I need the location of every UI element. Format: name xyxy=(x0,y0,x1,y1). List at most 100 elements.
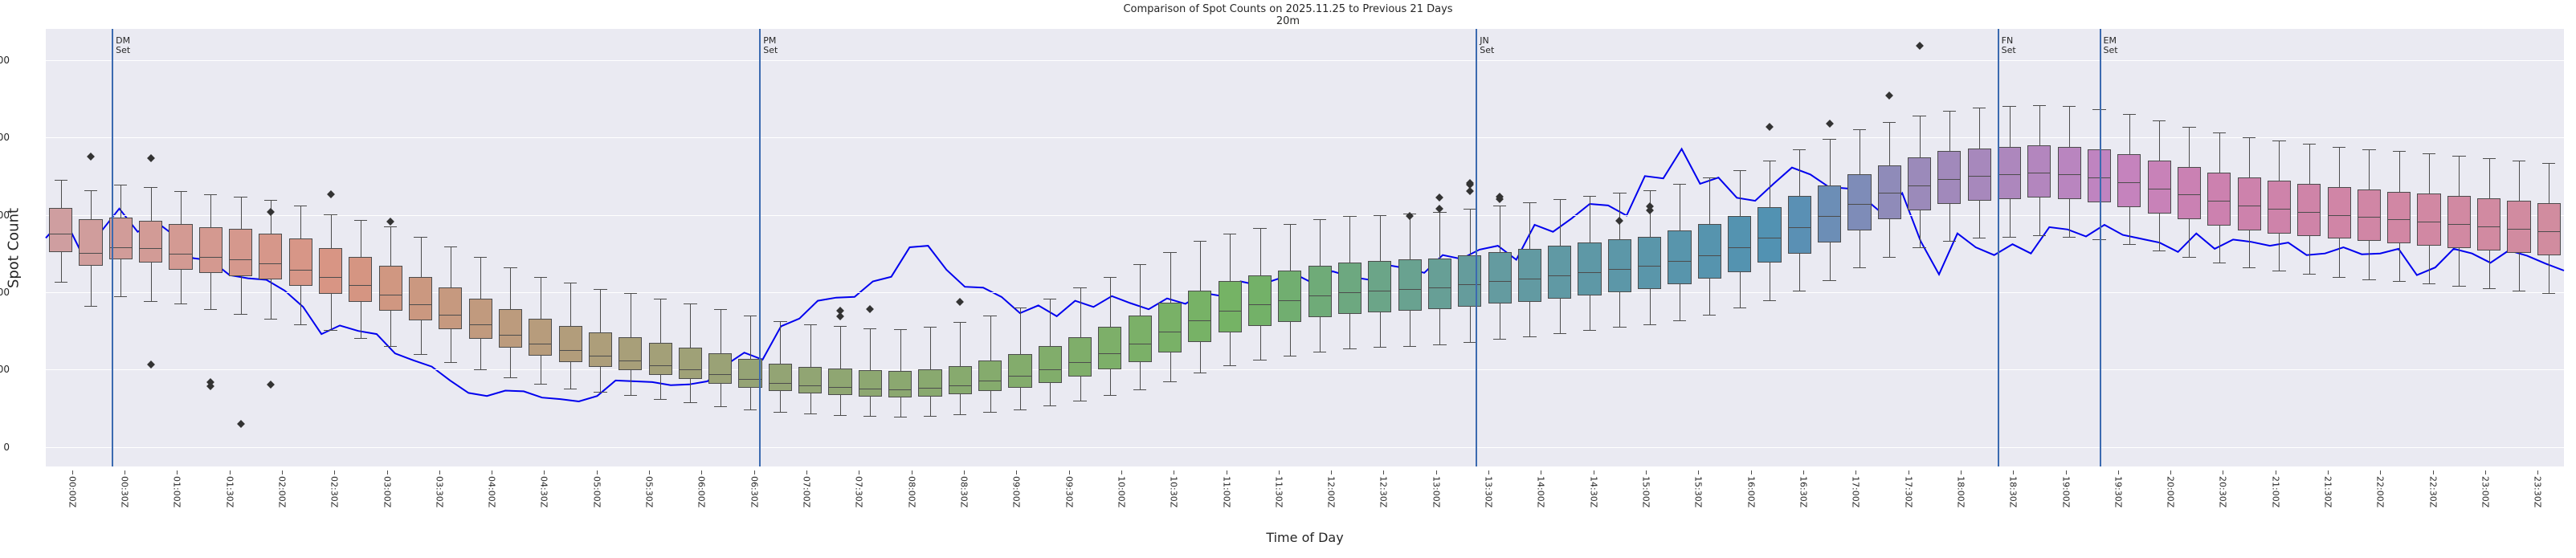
box-median xyxy=(828,386,852,388)
box-median xyxy=(1337,291,1362,293)
box-median xyxy=(1278,299,1302,301)
whisker-cap xyxy=(1013,409,1027,410)
whisker-cap xyxy=(1492,338,1507,340)
box-plot-box xyxy=(2417,193,2441,246)
x-tick-label-text: 01:30Z xyxy=(224,476,235,508)
whisker-cap xyxy=(324,214,337,215)
x-tick-label-text: 11:30Z xyxy=(1273,476,1284,508)
x-tick-label-text: 17:30Z xyxy=(1903,476,1914,508)
box-plot-box xyxy=(2507,201,2531,253)
box-median xyxy=(2177,194,2202,196)
whisker-cap xyxy=(2392,151,2406,153)
box-median xyxy=(259,263,283,265)
box-plot-box xyxy=(1638,236,1662,290)
box-plot-box xyxy=(79,219,103,267)
x-tick-label-text: 16:00Z xyxy=(1745,476,1757,508)
whisker-cap xyxy=(623,292,637,294)
whisker-cap xyxy=(1523,336,1537,337)
whisker-cap xyxy=(594,392,607,393)
box-plot-box xyxy=(2357,189,2381,242)
whisker-cap xyxy=(204,309,218,311)
box-median xyxy=(1607,269,1631,271)
box-plot-box xyxy=(1038,346,1062,383)
whisker-cap xyxy=(1553,333,1566,335)
whisker-cap xyxy=(953,414,967,416)
whisker-cap xyxy=(2153,250,2166,251)
whisker-cap xyxy=(474,369,488,371)
whisker-cap xyxy=(2122,244,2136,246)
whisker-cap xyxy=(384,346,398,348)
box-plot-box xyxy=(349,256,373,302)
x-tick-label-text: 00:00Z xyxy=(67,476,78,508)
x-tick-label-text: 07:00Z xyxy=(801,476,812,508)
whisker-cap xyxy=(1883,256,1896,258)
x-axis-label: Time of Day xyxy=(1266,530,1344,545)
box-median xyxy=(1818,216,1842,218)
box-plot-box xyxy=(2537,203,2561,255)
whisker-cap xyxy=(1283,224,1296,226)
box-plot-box xyxy=(1787,196,1811,254)
whisker-cap xyxy=(54,282,67,283)
x-tick-mark xyxy=(1488,470,1490,475)
box-median xyxy=(1308,295,1332,296)
whisker-cap xyxy=(1643,189,1656,191)
box-median xyxy=(948,385,972,386)
x-tick-mark xyxy=(1802,470,1804,475)
whisker-cap xyxy=(2002,236,2016,238)
box-plot-box xyxy=(1697,224,1721,279)
whisker-cap xyxy=(384,226,398,227)
x-tick-mark xyxy=(2537,470,2539,475)
x-tick-mark xyxy=(1435,470,1437,475)
whisker-cap xyxy=(263,318,278,320)
box-median xyxy=(2387,219,2411,221)
box-plot-box xyxy=(1997,146,2022,200)
x-tick-label-text: 08:30Z xyxy=(958,476,970,508)
box-median xyxy=(918,387,942,389)
whisker-cap xyxy=(1133,389,1147,390)
x-tick-label-text: 19:30Z xyxy=(2113,476,2124,508)
x-tick-label-text: 15:30Z xyxy=(1692,476,1704,508)
x-tick-mark xyxy=(963,470,965,475)
x-tick-mark xyxy=(1278,470,1280,475)
x-tick-label-text: 16:30Z xyxy=(1798,476,1809,508)
whisker-cap xyxy=(1823,279,1836,281)
whisker-cap xyxy=(2063,106,2076,108)
whisker-cap xyxy=(1582,330,1597,332)
box-plot-box xyxy=(1278,270,1302,322)
whisker-cap xyxy=(774,320,787,322)
box-plot-box xyxy=(2387,191,2411,244)
x-tick-mark xyxy=(2328,470,2329,475)
whisker-cap xyxy=(2092,239,2106,241)
x-tick-label-text: 13:30Z xyxy=(1483,476,1494,508)
box-plot-box xyxy=(1427,258,1451,310)
x-tick-label-text: 02:00Z xyxy=(276,476,288,508)
box-plot-box xyxy=(1937,151,1962,204)
whisker-cap xyxy=(2452,156,2466,157)
whisker-cap xyxy=(833,415,847,417)
x-tick-mark xyxy=(386,470,388,475)
box-median xyxy=(1188,320,1212,321)
box-median xyxy=(2357,217,2381,218)
x-tick-mark xyxy=(2065,470,2067,475)
whisker-cap xyxy=(2452,286,2466,287)
box-plot-box xyxy=(378,266,402,312)
box-median xyxy=(1427,287,1451,289)
box-median xyxy=(558,350,582,352)
whisker-cap xyxy=(1582,196,1597,198)
whisker-cap xyxy=(1823,138,1836,140)
x-tick-label-text: 17:00Z xyxy=(1850,476,1861,508)
whisker-cap xyxy=(1433,344,1447,345)
x-tick-mark xyxy=(1750,470,1752,475)
whisker-cap xyxy=(2542,162,2556,164)
whisker-cap xyxy=(953,321,967,323)
whisker-cap xyxy=(1942,111,1957,112)
box-plot-box xyxy=(2147,160,2171,214)
x-tick-mark xyxy=(1331,470,1333,475)
whisker-cap xyxy=(2153,120,2166,121)
box-median xyxy=(318,276,343,278)
box-median xyxy=(1098,353,1122,355)
box-plot-box xyxy=(498,309,523,348)
box-plot-box xyxy=(858,370,882,397)
whisker-cap xyxy=(84,189,98,191)
box-plot-box xyxy=(798,366,823,394)
